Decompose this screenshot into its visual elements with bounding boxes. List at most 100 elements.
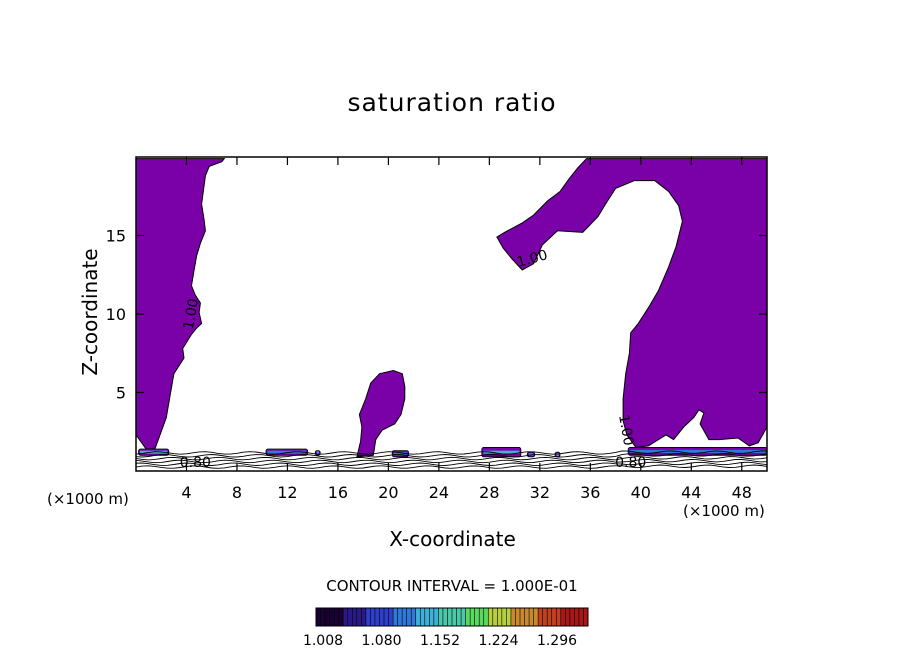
contour-line (136, 456, 767, 461)
colorbar-cell (379, 608, 385, 626)
colorbar-cell (424, 608, 430, 626)
colorbar-cell (393, 608, 399, 626)
y-axis-label: Z-coordinate (78, 248, 102, 376)
colorbar-cell (402, 608, 408, 626)
colorbar-cell (474, 608, 480, 626)
colorbar-cell (506, 608, 512, 626)
colorbar-cell (388, 608, 394, 626)
mid-tower-region (356, 369, 406, 458)
colorbar-frame (315, 607, 589, 627)
chart-title: saturation ratio (347, 88, 557, 117)
plot-area: 1.00 1.00 1.00 0.80 0.80 (136, 158, 767, 471)
contour-line (136, 461, 767, 466)
colorbar-cell (488, 608, 494, 626)
colorbar-cell (497, 608, 503, 626)
x-unit-label: (×1000 m) (683, 502, 765, 520)
x-tick-label: 48 (732, 483, 752, 502)
x-tick-label: 40 (631, 483, 651, 502)
colorbar-cell (479, 608, 485, 626)
contour-line (136, 450, 767, 455)
colorbar-cell (529, 608, 535, 626)
colorbar-cell (397, 608, 403, 626)
colorbar-cell (415, 608, 421, 626)
colorbar-cell (556, 608, 562, 626)
colorbar-cell (501, 608, 507, 626)
contour-line (136, 458, 767, 464)
colorbar-tick-label: 1.296 (537, 633, 577, 649)
colorbar-cell (560, 608, 566, 626)
contour-label: 0.80 (615, 455, 646, 471)
colorbar-cell (429, 608, 435, 626)
colorbar-cell (442, 608, 448, 626)
colorbar-cell (343, 608, 349, 626)
contour-label: 1.00 (181, 297, 202, 330)
colorbar-cell (524, 608, 530, 626)
colorbar-cell (574, 608, 580, 626)
colorbar-cell (547, 608, 553, 626)
colorbar-cell (538, 608, 544, 626)
colorbar-tick-label: 1.008 (303, 633, 343, 649)
colorbar: 1.008 1.080 1.152 1.224 1.296 (303, 607, 589, 649)
colorbar-cell (569, 608, 575, 626)
y-unit-label: (×1000 m) (47, 490, 129, 508)
upper-anvil-region (496, 158, 767, 448)
contour-label: 1.00 (615, 413, 636, 446)
y-tick-label: 10 (106, 305, 126, 324)
colorbar-cell (352, 608, 358, 626)
colorbar-cell (583, 608, 589, 626)
colorbar-cell (361, 608, 367, 626)
colorbar-cell (329, 608, 335, 626)
contour-line (136, 464, 767, 469)
contour-line (136, 453, 767, 458)
colorbar-cell (384, 608, 390, 626)
x-tick-label: 28 (479, 483, 499, 502)
colorbar-cell (542, 608, 548, 626)
colorbar-cell (320, 608, 326, 626)
colorbar-cell (456, 608, 462, 626)
colorbar-cell (515, 608, 521, 626)
colorbar-cell (420, 608, 426, 626)
x-tick-label: 20 (378, 483, 398, 502)
colorbar-cell (406, 608, 412, 626)
colorbar-cell (483, 608, 489, 626)
colorbar-cell (370, 608, 376, 626)
colorbar-cell (533, 608, 539, 626)
x-tick-label: 12 (277, 483, 297, 502)
colorbar-cell (465, 608, 471, 626)
y-tick-label: 5 (116, 384, 126, 403)
colorbar-cell (452, 608, 458, 626)
colorbar-cell (325, 608, 331, 626)
colorbar-cell (347, 608, 353, 626)
surface-contour-lines (136, 450, 767, 469)
colorbar-cell (356, 608, 362, 626)
colorbar-cell (334, 608, 340, 626)
colorbar-tick-label: 1.152 (420, 633, 460, 649)
colorbar-cell (578, 608, 584, 626)
colorbar-cell (433, 608, 439, 626)
colorbar-cell (461, 608, 467, 626)
colorbar-cell (510, 608, 516, 626)
colorbar-tick-label: 1.080 (361, 633, 401, 649)
x-tick-label: 24 (429, 483, 449, 502)
contour-label: 1.00 (515, 247, 549, 271)
colorbar-cell (316, 608, 322, 626)
colorbar-cell (470, 608, 476, 626)
x-axis-label: X-coordinate (389, 527, 516, 551)
x-tick-label: 44 (681, 483, 701, 502)
colorbar-cell (338, 608, 344, 626)
low-level-patch (627, 447, 767, 456)
x-tick-label: 4 (181, 483, 191, 502)
colorbar-cell (551, 608, 557, 626)
colorbar-cell (365, 608, 371, 626)
colorbar-cell (520, 608, 526, 626)
colorbar-cell (492, 608, 498, 626)
contour-interval-text: CONTOUR INTERVAL = 1.000E-01 (326, 577, 578, 595)
colorbar-tick-label: 1.224 (478, 633, 518, 649)
x-tick-label: 8 (232, 483, 242, 502)
left-cloud-region (136, 158, 226, 450)
colorbar-cell (374, 608, 380, 626)
colorbar-cell (447, 608, 453, 626)
colorbar-cell (411, 608, 417, 626)
